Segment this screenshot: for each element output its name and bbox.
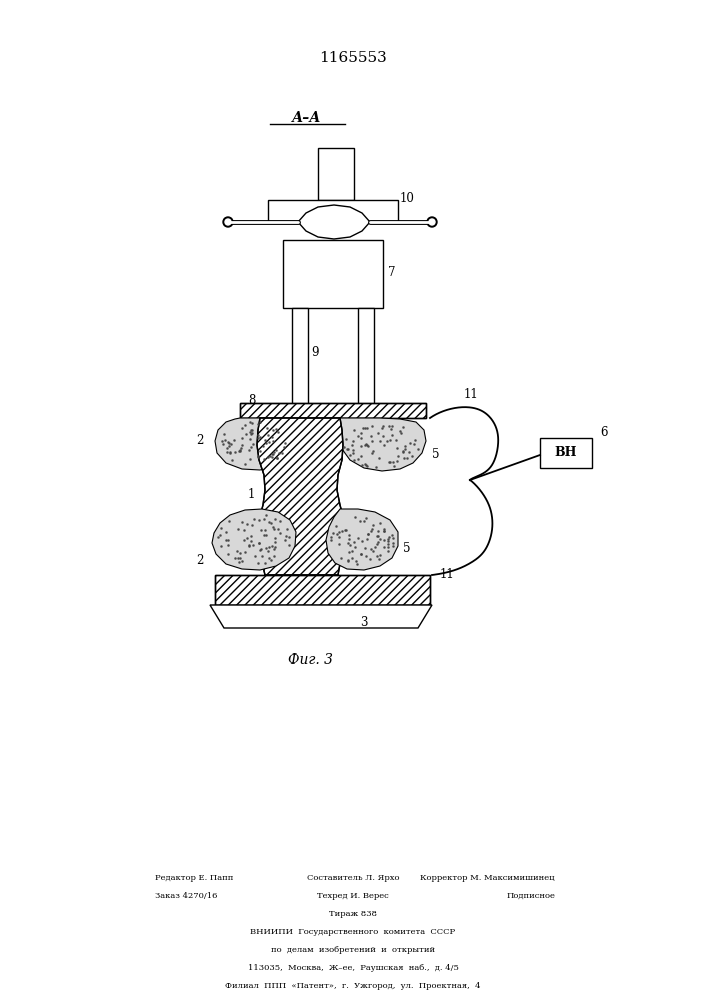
Polygon shape [337,418,426,471]
Bar [240,403,426,418]
Polygon shape [212,509,296,570]
Polygon shape [298,205,370,239]
Text: Техред И. Верес: Техред И. Верес [317,892,389,900]
Text: 1: 1 [248,488,255,502]
Text: Подписное: Подписное [506,892,555,900]
Bar [318,148,354,200]
Text: Тираж 838: Тираж 838 [329,910,377,918]
Bar [358,308,374,406]
Text: Редактор Е. Папп: Редактор Е. Папп [155,874,233,882]
Circle shape [429,219,435,225]
Text: Заказ 4270/16: Заказ 4270/16 [155,892,217,900]
Text: 3: 3 [360,615,368,629]
Text: по  делам  изобретений  и  открытий: по делам изобретений и открытий [271,946,435,954]
Text: Составитель Л. Ярхо: Составитель Л. Ярхо [307,874,399,882]
Polygon shape [210,605,432,628]
Text: Фиг. 3: Фиг. 3 [288,653,332,667]
Bar [268,200,398,222]
Text: Филиал  ППП  «Патент»,  г.  Ужгород,  ул.  Проектная,  4: Филиал ППП «Патент», г. Ужгород, ул. Про… [226,982,481,990]
Bar [292,308,308,406]
Bar [215,575,430,605]
Text: 11: 11 [440,568,455,582]
Text: 5: 5 [432,448,440,462]
Circle shape [427,217,437,227]
Text: 11: 11 [464,388,479,401]
Text: 10: 10 [400,192,415,205]
Bar [540,438,592,468]
Polygon shape [326,509,398,570]
Text: 2: 2 [196,434,204,446]
Text: 7: 7 [388,265,395,278]
Polygon shape [215,418,293,470]
Text: 8: 8 [248,393,255,406]
Bar [283,240,383,308]
Text: ВНИИПИ  Государственного  комитета  СССР: ВНИИПИ Государственного комитета СССР [250,928,455,936]
Text: 5: 5 [403,542,411,554]
Polygon shape [257,418,344,575]
Text: А–А: А–А [292,111,322,125]
Bar [240,403,426,418]
Circle shape [225,219,231,225]
Circle shape [223,217,233,227]
Text: 9: 9 [311,346,318,359]
Text: 113035,  Москва,  Ж–ее,  Раушская  наб.,  д. 4/5: 113035, Москва, Ж–ее, Раушская наб., д. … [247,964,458,972]
Text: 2: 2 [196,554,204,566]
Bar [215,575,430,605]
Text: ВН: ВН [555,446,577,460]
Text: 1165553: 1165553 [319,51,387,65]
Text: 6: 6 [600,426,607,438]
Text: Корректор М. Максимишинец: Корректор М. Максимишинец [421,874,555,882]
